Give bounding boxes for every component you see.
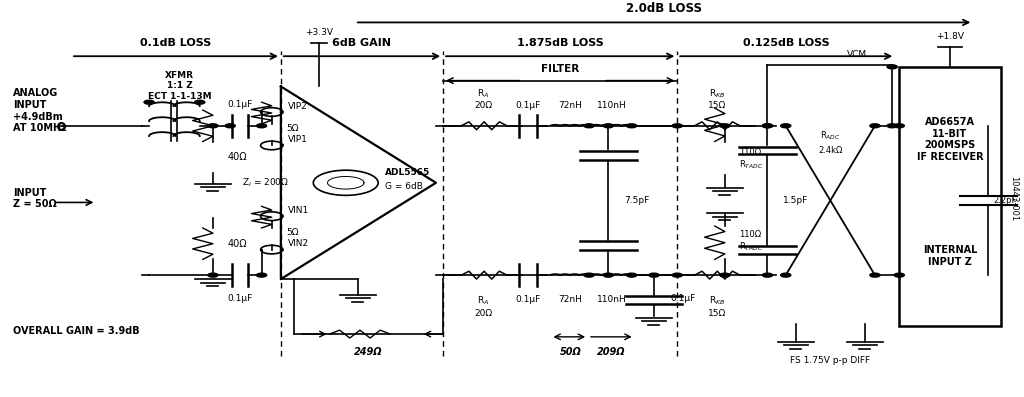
Circle shape (627, 273, 637, 277)
Text: 72nH: 72nH (558, 101, 582, 110)
Text: 6dB GAIN: 6dB GAIN (333, 38, 391, 48)
Text: 50Ω: 50Ω (560, 347, 582, 357)
Text: +3.3V: +3.3V (305, 28, 334, 37)
Text: VIN2: VIN2 (288, 239, 309, 249)
Text: FILTER: FILTER (541, 64, 579, 73)
Circle shape (780, 124, 791, 128)
Circle shape (649, 273, 659, 277)
Circle shape (887, 65, 897, 69)
Circle shape (257, 124, 266, 128)
Circle shape (780, 273, 791, 277)
Text: 209Ω: 209Ω (597, 347, 626, 357)
Circle shape (763, 124, 772, 128)
Text: FS 1.75V p-p DIFF: FS 1.75V p-p DIFF (791, 356, 870, 365)
Text: R$_{KB}$
15Ω: R$_{KB}$ 15Ω (708, 295, 726, 318)
Circle shape (763, 124, 772, 128)
Circle shape (887, 124, 897, 128)
Text: G = 6dB: G = 6dB (385, 182, 423, 191)
Text: 2.4kΩ: 2.4kΩ (818, 146, 843, 155)
Text: 110Ω
R$_{TADC}$: 110Ω R$_{TADC}$ (739, 230, 763, 253)
Text: 5Ω: 5Ω (286, 124, 298, 133)
Text: VCM: VCM (847, 50, 866, 59)
Circle shape (603, 273, 613, 277)
Text: 0.1μF: 0.1μF (227, 294, 253, 303)
Text: 249Ω: 249Ω (354, 347, 382, 357)
Circle shape (603, 124, 613, 128)
Text: R$_A$
20Ω: R$_A$ 20Ω (474, 295, 493, 318)
Circle shape (195, 100, 205, 104)
Text: R$_{ADC}$: R$_{ADC}$ (820, 129, 841, 141)
Text: 110nH: 110nH (596, 101, 627, 110)
Text: 0.1μF: 0.1μF (516, 295, 541, 304)
Text: VIP1: VIP1 (288, 135, 308, 144)
Text: XFMR
1:1 Z
ECT 1-1-13M: XFMR 1:1 Z ECT 1-1-13M (147, 71, 211, 100)
Circle shape (225, 124, 236, 128)
Circle shape (763, 273, 772, 277)
Circle shape (720, 273, 730, 277)
Circle shape (869, 124, 880, 128)
Circle shape (584, 273, 594, 277)
Circle shape (894, 124, 904, 128)
Text: 40Ω: 40Ω (227, 152, 247, 162)
Circle shape (584, 124, 594, 128)
Text: ANALOG
INPUT
+4.9dBm
AT 10MHz: ANALOG INPUT +4.9dBm AT 10MHz (13, 89, 67, 133)
Text: 2.0dB LOSS: 2.0dB LOSS (626, 2, 702, 15)
Circle shape (894, 273, 904, 277)
Text: R$_{KB}$
15Ω: R$_{KB}$ 15Ω (708, 87, 726, 110)
Text: 5Ω: 5Ω (286, 228, 298, 237)
Circle shape (144, 100, 155, 104)
Text: +1.8V: +1.8V (936, 32, 964, 41)
Text: 0.1μF: 0.1μF (670, 294, 695, 303)
Text: VIP2: VIP2 (288, 102, 307, 111)
Circle shape (208, 124, 218, 128)
Text: OVERALL GAIN = 3.9dB: OVERALL GAIN = 3.9dB (13, 326, 140, 336)
Text: 1.5pF: 1.5pF (782, 196, 808, 205)
Circle shape (627, 124, 637, 128)
Text: INPUT
Z = 50Ω: INPUT Z = 50Ω (13, 188, 57, 209)
Text: 72nH: 72nH (558, 295, 582, 304)
Text: 0.125dB LOSS: 0.125dB LOSS (742, 38, 829, 48)
Text: 2.2pF: 2.2pF (993, 196, 1017, 205)
Text: 0.1dB LOSS: 0.1dB LOSS (140, 38, 212, 48)
Circle shape (672, 124, 682, 128)
Text: ADL5565: ADL5565 (385, 168, 430, 177)
Text: 0.1μF: 0.1μF (516, 101, 541, 110)
Bar (899, 67, 1000, 326)
Text: VIN1: VIN1 (288, 206, 309, 215)
Circle shape (869, 273, 880, 277)
Text: 40Ω: 40Ω (227, 239, 247, 249)
Text: INTERNAL
INPUT Z: INTERNAL INPUT Z (923, 245, 977, 267)
Circle shape (208, 273, 218, 277)
Text: 110nH: 110nH (596, 295, 627, 304)
Text: Z$_i$ = 200Ω: Z$_i$ = 200Ω (243, 177, 290, 189)
Text: 110Ω
R$_{TADC}$: 110Ω R$_{TADC}$ (739, 148, 763, 171)
Text: 1.875dB LOSS: 1.875dB LOSS (517, 38, 603, 48)
Text: AD6657A
11-BIT
200MSPS
IF RECEIVER: AD6657A 11-BIT 200MSPS IF RECEIVER (916, 117, 983, 162)
Circle shape (720, 124, 730, 128)
Circle shape (672, 273, 682, 277)
Text: 0.1μF: 0.1μF (227, 100, 253, 109)
Text: 7.5pF: 7.5pF (625, 196, 650, 205)
Circle shape (257, 273, 266, 277)
Text: R$_A$
20Ω: R$_A$ 20Ω (474, 87, 493, 110)
Text: 10443-001: 10443-001 (1010, 176, 1019, 221)
